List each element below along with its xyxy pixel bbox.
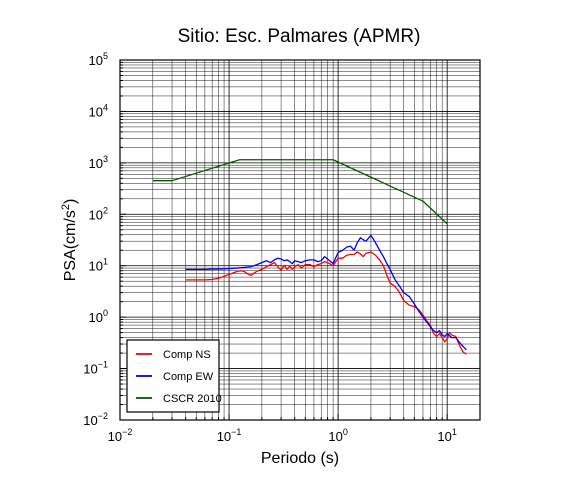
- tick-base: 10: [328, 429, 342, 444]
- series-line-comp-ew: [185, 234, 467, 351]
- tick-base: 10: [83, 413, 97, 428]
- tick-exponent: 0: [103, 308, 108, 318]
- tick-base: 10: [89, 207, 103, 222]
- legend-label: CSCR 2010: [163, 393, 222, 405]
- tick-base: 10: [217, 429, 231, 444]
- tick-base: 10: [437, 429, 451, 444]
- tick-exponent: 1: [103, 257, 108, 267]
- y-tick-label: 105: [89, 51, 108, 68]
- tick-base: 10: [89, 53, 103, 68]
- tick-exponent: 1: [452, 427, 457, 437]
- chart-title: Sitio: Esc. Palmares (APMR): [178, 26, 421, 47]
- tick-exponent: 4: [103, 102, 108, 112]
- tick-base: 10: [83, 362, 97, 377]
- tick-base: 10: [89, 156, 103, 171]
- y-tick-label: 101: [89, 257, 108, 274]
- y-tick-label: 104: [89, 102, 108, 119]
- tick-exponent: −1: [98, 360, 108, 370]
- y-tick-label: 100: [89, 308, 108, 325]
- tick-base: 10: [89, 104, 103, 119]
- tick-base: 10: [89, 310, 103, 325]
- x-tick-label: 101: [437, 427, 456, 444]
- legend: Comp NS Comp EW CSCR 2010: [126, 339, 222, 413]
- y-axis-label-tail: ): [62, 199, 79, 204]
- legend-label: Comp EW: [163, 371, 214, 383]
- y-tick-label: 10−2: [83, 411, 108, 428]
- y-axis-label-superscript: 2: [60, 204, 72, 210]
- series-lines: [152, 159, 467, 355]
- y-axis-label: PSA(cm/s2): [60, 199, 79, 282]
- tick-exponent: 3: [103, 154, 108, 164]
- axis-ticks: [119, 59, 481, 421]
- plot-frame: [119, 59, 481, 421]
- y-tick-label: 102: [89, 205, 108, 222]
- x-tick-label: 10−1: [217, 427, 242, 444]
- tick-base: 10: [108, 429, 122, 444]
- tick-exponent: 0: [343, 427, 348, 437]
- x-tick-labels: 10−2 10−1 100 101: [108, 427, 457, 444]
- tick-exponent: −1: [231, 427, 241, 437]
- tick-exponent: 2: [103, 205, 108, 215]
- tick-base: 10: [89, 259, 103, 274]
- x-axis-label: Periodo (s): [261, 450, 339, 467]
- legend-label: Comp NS: [163, 349, 211, 361]
- y-tick-label: 103: [89, 154, 108, 171]
- tick-exponent: −2: [122, 427, 132, 437]
- tick-exponent: 5: [103, 51, 108, 61]
- y-axis-label-base: PSA(cm/s: [62, 210, 79, 281]
- series-line-cscr-2010: [152, 159, 448, 225]
- tick-exponent: −2: [98, 411, 108, 421]
- grid: [119, 59, 481, 421]
- y-tick-label: 10−1: [83, 360, 108, 377]
- x-tick-label: 10−2: [108, 427, 133, 444]
- x-tick-label: 100: [328, 427, 347, 444]
